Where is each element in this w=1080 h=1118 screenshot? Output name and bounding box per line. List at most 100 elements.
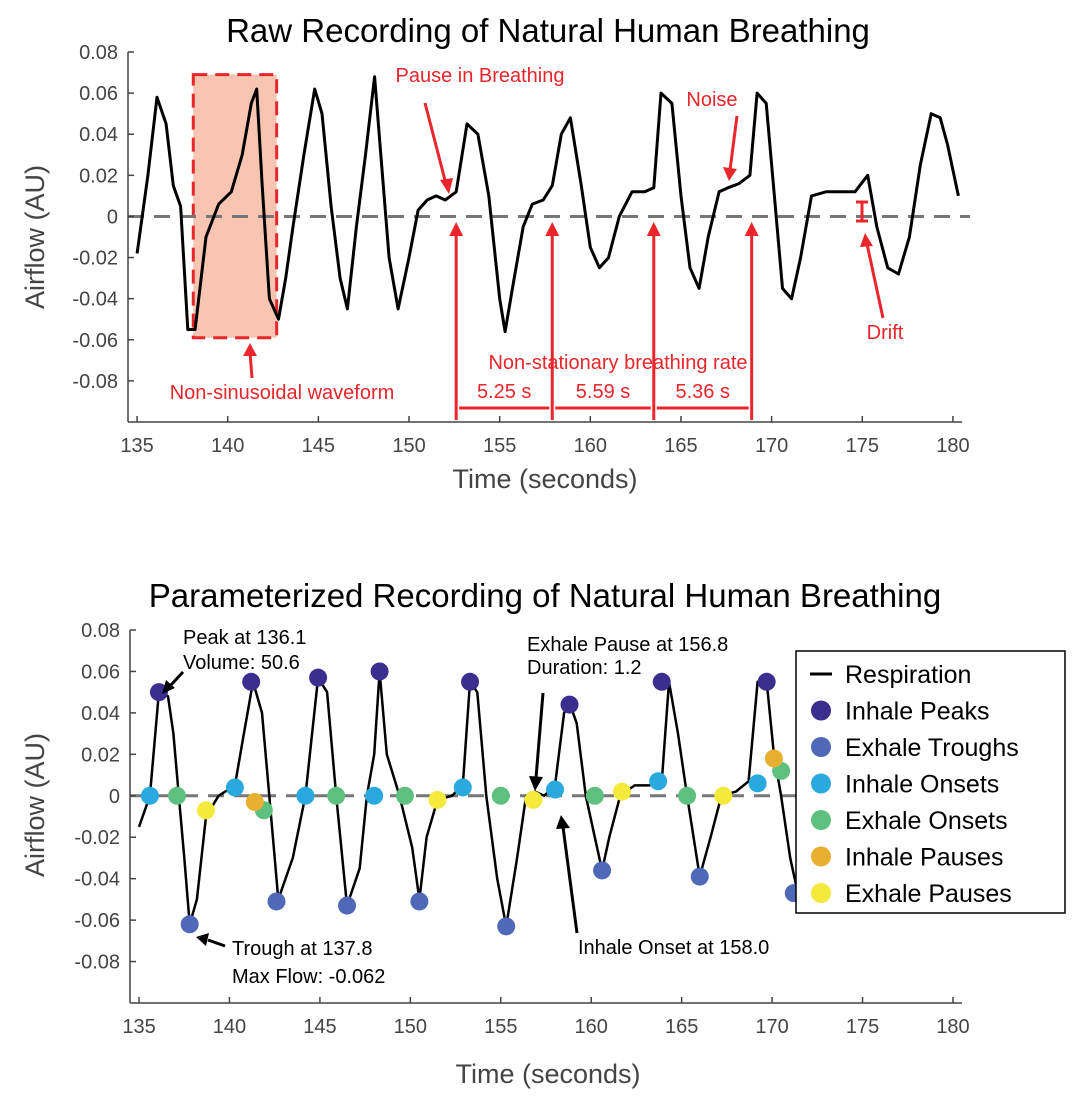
x-tick-label: 180 bbox=[936, 435, 969, 457]
y-tick-label: -0.04 bbox=[74, 869, 120, 891]
y-tick-label: -0.06 bbox=[72, 330, 118, 352]
x-tick-label: 150 bbox=[392, 435, 425, 457]
y-tick-label: 0.06 bbox=[79, 83, 118, 105]
pause-arrow bbox=[534, 692, 545, 779]
interval-label: 5.25 s bbox=[477, 381, 531, 403]
x-tick-label: 160 bbox=[574, 435, 607, 457]
exhale-onset-point bbox=[395, 786, 414, 805]
y-ticks: 0.08 0.06 0.04 0.02 0 -0.02 -0.04 -0.06 -0.08 bbox=[72, 42, 134, 393]
interval-label: 5.36 s bbox=[675, 381, 729, 403]
peak-label-1: Peak at 136.1 bbox=[183, 627, 306, 649]
peak-label-2: Volume: 50.6 bbox=[183, 652, 300, 674]
arrowhead-icon bbox=[449, 222, 464, 236]
y-tick-label: 0.06 bbox=[81, 661, 120, 683]
noise-label: Noise bbox=[686, 89, 737, 111]
exhale-onset-point bbox=[678, 786, 697, 805]
y-tick-label: 0.04 bbox=[81, 703, 120, 725]
x-tick-label: 165 bbox=[664, 435, 697, 457]
pause-arrow bbox=[423, 102, 448, 185]
non-sinusoidal-label: Non-sinusoidal waveform bbox=[170, 382, 395, 404]
pause-label-2: Duration: 1.2 bbox=[527, 657, 642, 679]
inhale-onset-point bbox=[453, 778, 472, 797]
inhale-peak-point bbox=[461, 672, 480, 691]
inhale-pause-point bbox=[764, 749, 783, 768]
inhale-onset-point bbox=[296, 786, 315, 805]
x-tick-label: 170 bbox=[755, 435, 788, 457]
non-sinusoidal-arrow bbox=[248, 351, 254, 379]
arrowhead-icon bbox=[243, 343, 257, 356]
exhale-pause-point bbox=[524, 790, 543, 809]
arrowhead-icon bbox=[646, 222, 661, 236]
x-tick-label: 175 bbox=[846, 1016, 879, 1038]
legend-dot-swatch bbox=[811, 773, 831, 794]
y-tick-label: -0.08 bbox=[72, 371, 118, 393]
x-tick-label: 170 bbox=[755, 1016, 788, 1038]
y-tick-label: 0.08 bbox=[81, 620, 120, 642]
legend-label: Exhale Pauses bbox=[845, 880, 1012, 908]
inhale-onset-point bbox=[365, 786, 384, 805]
inhale-onset-point bbox=[225, 778, 244, 797]
x-tick-label: 135 bbox=[122, 1016, 155, 1038]
chart2-title: Parameterized Recording of Natural Human… bbox=[149, 577, 941, 614]
arrowhead-icon bbox=[529, 776, 543, 791]
y-tick-label: -0.02 bbox=[74, 827, 120, 849]
exhale-onset-point bbox=[491, 786, 510, 805]
exhale-trough-point bbox=[410, 892, 429, 911]
chart1-y-axis-label: Airflow (AU) bbox=[20, 165, 50, 309]
chart1-x-axis-label: Time (seconds) bbox=[452, 464, 637, 494]
y-tick-label: -0.02 bbox=[72, 248, 118, 270]
legend-label: Exhale Troughs bbox=[845, 734, 1019, 762]
pause-label: Pause in Breathing bbox=[395, 65, 564, 87]
x-tick-label: 145 bbox=[302, 435, 335, 457]
rate-markers: 5.25 s 5.59 s 5.36 s bbox=[449, 222, 759, 420]
exhale-pause-point bbox=[612, 782, 631, 801]
x-tick-label: 155 bbox=[484, 1016, 517, 1038]
onset-label: Inhale Onset at 158.0 bbox=[578, 937, 769, 959]
exhale-onset-point bbox=[168, 786, 187, 805]
x-tick-label: 145 bbox=[303, 1016, 336, 1038]
y-tick-label: 0 bbox=[109, 786, 120, 808]
x-tick-label: 140 bbox=[211, 435, 244, 457]
arrowhead-icon bbox=[860, 233, 873, 247]
peak-arrow bbox=[168, 670, 185, 688]
inhale-onset-point bbox=[140, 786, 159, 805]
arrowhead-icon bbox=[440, 178, 453, 194]
drift-label: Drift bbox=[867, 322, 904, 344]
inhale-pause-point bbox=[245, 792, 264, 811]
exhale-pause-point bbox=[428, 790, 447, 809]
legend-label: Respiration bbox=[845, 661, 971, 689]
feature-points bbox=[140, 662, 803, 936]
x-tick-label: 180 bbox=[936, 1016, 969, 1038]
legend-box bbox=[795, 650, 1066, 914]
exhale-trough-point bbox=[338, 896, 357, 915]
trough-label-1: Trough at 137.8 bbox=[232, 938, 372, 960]
y-tick-label: 0.02 bbox=[79, 165, 118, 187]
airflow-line bbox=[135, 75, 960, 334]
x-ticks: 135 140 145 150 155 160 165 170 175 180 bbox=[122, 997, 970, 1038]
x-tick-label: 175 bbox=[846, 435, 879, 457]
arrowhead-icon bbox=[162, 680, 175, 694]
pause-label-1: Exhale Pause at 156.8 bbox=[527, 634, 728, 656]
inhale-peak-point bbox=[560, 695, 579, 714]
parameterized-recording-chart: Parameterized Recording of Natural Human… bbox=[20, 577, 1066, 1089]
interval-label: 5.59 s bbox=[576, 381, 630, 403]
arrowhead-icon bbox=[196, 933, 209, 946]
legend-dot-swatch bbox=[811, 846, 831, 867]
y-tick-label: 0.02 bbox=[81, 744, 120, 766]
legend-dot-swatch bbox=[811, 810, 831, 830]
inhale-onset-point bbox=[546, 780, 565, 799]
legend-dot-swatch bbox=[811, 737, 831, 757]
legend-label: Inhale Onsets bbox=[845, 771, 999, 799]
y-tick-label: 0.04 bbox=[79, 124, 118, 146]
exhale-onset-point bbox=[585, 786, 604, 805]
x-tick-label: 155 bbox=[483, 435, 516, 457]
chart2-x-axis-label: Time (seconds) bbox=[455, 1059, 640, 1089]
exhale-onset-point bbox=[327, 786, 346, 805]
exhale-trough-point bbox=[690, 867, 709, 886]
y-tick-label: -0.06 bbox=[74, 910, 120, 932]
legend-label: Inhale Pauses bbox=[845, 844, 1003, 872]
arrowhead-icon bbox=[545, 222, 560, 236]
exhale-trough-point bbox=[497, 917, 516, 936]
raw-recording-chart: Raw Recording of Natural Human Breathing… bbox=[20, 12, 970, 494]
x-ticks: 135 140 145 150 155 160 165 170 175 180 bbox=[120, 416, 970, 457]
